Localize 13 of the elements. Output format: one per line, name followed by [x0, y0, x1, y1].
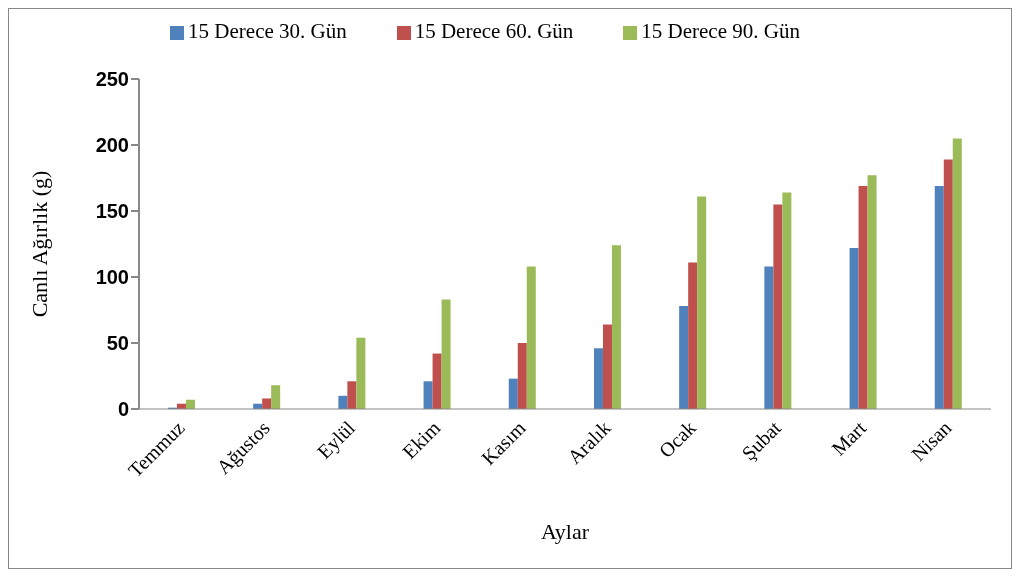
y-axis-title: Canlı Ağırlık (g) [26, 170, 52, 318]
x-tick-label: Mart [827, 416, 871, 460]
y-tick-label: 50 [106, 332, 129, 355]
x-axis-title: Aylar [540, 519, 590, 544]
y-tick-label: 0 [117, 398, 129, 421]
y-tick-label: 250 [95, 68, 129, 91]
legend-label: 15 Derece 60. Gün [414, 19, 574, 43]
x-tick-label: Ocak [654, 416, 700, 462]
y-tick-label: 200 [95, 134, 129, 157]
y-tick-label: 150 [95, 200, 129, 223]
legend-label: 15 Derece 30. Gün [188, 19, 347, 43]
legend-label: 15 Derece 90. Gün [641, 19, 800, 43]
y-tick-label: 100 [95, 266, 129, 289]
